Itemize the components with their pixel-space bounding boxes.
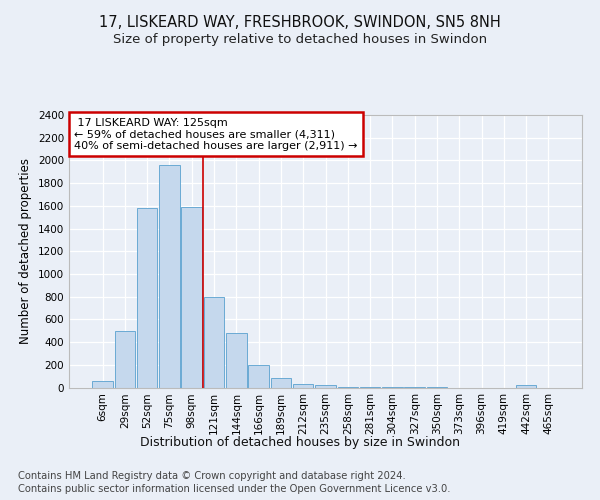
Bar (382, 387, 403, 388)
Y-axis label: Number of detached properties: Number of detached properties (19, 158, 32, 344)
Text: Distribution of detached houses by size in Swindon: Distribution of detached houses by size … (140, 436, 460, 449)
Bar (427, 387, 447, 388)
Bar (293, 384, 313, 388)
Bar (516, 384, 536, 388)
Bar (226, 333, 247, 388)
Text: 17, LISKEARD WAY, FRESHBROOK, SWINDON, SN5 8NH: 17, LISKEARD WAY, FRESHBROOK, SWINDON, S… (99, 15, 501, 30)
Bar (159, 165, 180, 388)
Text: Size of property relative to detached houses in Swindon: Size of property relative to detached ho… (113, 34, 487, 46)
Bar (338, 387, 358, 388)
Bar (181, 207, 202, 388)
Bar (360, 387, 380, 388)
Bar (248, 365, 269, 388)
Text: Contains HM Land Registry data © Crown copyright and database right 2024.: Contains HM Land Registry data © Crown c… (18, 471, 406, 481)
Bar (137, 208, 157, 388)
Bar (204, 296, 224, 388)
Bar (315, 384, 336, 388)
Text: Contains public sector information licensed under the Open Government Licence v3: Contains public sector information licen… (18, 484, 451, 494)
Bar (271, 378, 291, 388)
Text: 17 LISKEARD WAY: 125sqm
← 59% of detached houses are smaller (4,311)
40% of semi: 17 LISKEARD WAY: 125sqm ← 59% of detache… (74, 118, 358, 151)
Bar (92, 380, 113, 388)
Bar (404, 387, 425, 388)
Bar (115, 330, 135, 388)
